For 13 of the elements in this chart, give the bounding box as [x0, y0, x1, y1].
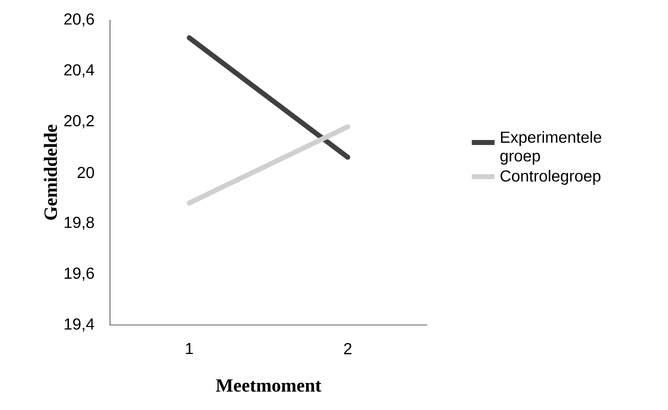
y-tick-label: 19,4 — [64, 318, 94, 332]
y-tick-label: 19,8 — [64, 216, 94, 230]
x-axis-title: Meetmoment — [216, 379, 322, 392]
y-tick-label: 20 — [78, 166, 94, 178]
x-tick-label: 1 — [186, 343, 193, 354]
y-tick-label: 20,4 — [64, 64, 94, 78]
legend-label: Experimentele groep — [500, 131, 602, 165]
legend-label: Controlegroep — [500, 170, 600, 185]
y-axis-title: Gemiddelde — [44, 124, 58, 220]
y-tick-label: 20,6 — [64, 13, 94, 27]
x-tick-label: 2 — [344, 343, 352, 354]
y-tick-label: 20,2 — [64, 115, 94, 128]
y-tick-label: 19,6 — [64, 268, 94, 281]
